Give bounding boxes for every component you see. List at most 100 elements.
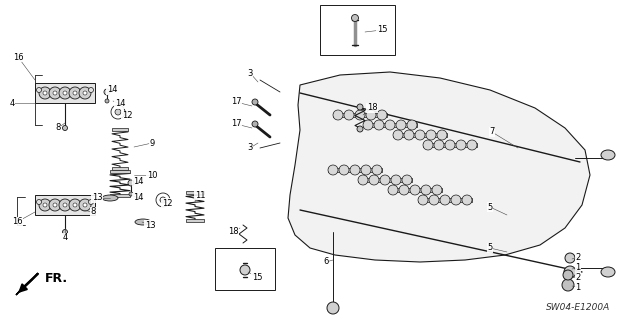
Circle shape	[43, 203, 47, 207]
Circle shape	[426, 130, 436, 140]
Circle shape	[129, 192, 133, 196]
Circle shape	[37, 199, 42, 204]
Circle shape	[372, 165, 382, 175]
Circle shape	[564, 266, 576, 278]
Text: 5: 5	[487, 203, 493, 212]
Bar	[393, 133, 447, 137]
Bar	[388, 188, 442, 192]
Text: 4: 4	[9, 99, 15, 108]
Circle shape	[39, 87, 51, 99]
Circle shape	[43, 91, 47, 95]
Circle shape	[410, 185, 420, 195]
Circle shape	[369, 175, 379, 185]
Text: 4: 4	[63, 234, 68, 243]
Circle shape	[83, 91, 87, 95]
Text: 13: 13	[92, 194, 102, 203]
Circle shape	[63, 125, 68, 131]
Bar	[186, 191, 204, 194]
Text: 18: 18	[366, 103, 378, 113]
Text: 8: 8	[55, 124, 61, 132]
Text: 7: 7	[489, 127, 495, 137]
Circle shape	[462, 195, 472, 205]
Bar	[363, 123, 417, 127]
Ellipse shape	[601, 267, 615, 277]
Circle shape	[115, 109, 121, 115]
Polygon shape	[288, 72, 590, 262]
Circle shape	[63, 203, 67, 207]
Circle shape	[240, 265, 250, 275]
Circle shape	[361, 165, 371, 175]
Text: 3: 3	[247, 143, 253, 153]
Circle shape	[358, 175, 368, 185]
Circle shape	[451, 195, 461, 205]
Text: FR.: FR.	[45, 271, 68, 284]
Circle shape	[434, 140, 444, 150]
Ellipse shape	[601, 150, 615, 160]
Text: 1: 1	[575, 263, 580, 273]
Ellipse shape	[135, 219, 151, 225]
Text: 6: 6	[323, 258, 329, 267]
Bar	[358, 178, 412, 182]
Text: SW04-E1200A: SW04-E1200A	[546, 303, 610, 313]
Circle shape	[156, 193, 170, 207]
Circle shape	[374, 120, 384, 130]
Circle shape	[429, 195, 439, 205]
Circle shape	[467, 140, 477, 150]
Circle shape	[252, 121, 258, 127]
Bar	[110, 194, 130, 197]
Text: 13: 13	[144, 220, 156, 229]
Circle shape	[423, 140, 433, 150]
Bar	[112, 128, 128, 131]
Circle shape	[399, 185, 409, 195]
Circle shape	[49, 87, 61, 99]
Circle shape	[402, 175, 412, 185]
Circle shape	[83, 203, 87, 207]
Bar	[418, 198, 472, 202]
Bar	[423, 143, 477, 147]
Circle shape	[59, 199, 71, 211]
Text: 1: 1	[575, 283, 580, 292]
Circle shape	[73, 91, 77, 95]
Circle shape	[89, 199, 94, 204]
FancyBboxPatch shape	[35, 195, 95, 215]
Circle shape	[89, 87, 94, 92]
Text: 8: 8	[91, 207, 95, 217]
Bar	[320, 5, 395, 55]
Circle shape	[104, 89, 110, 95]
Circle shape	[388, 185, 398, 195]
Circle shape	[355, 110, 365, 120]
Circle shape	[377, 110, 387, 120]
Circle shape	[128, 180, 134, 186]
Circle shape	[563, 270, 573, 280]
Circle shape	[437, 130, 447, 140]
Circle shape	[407, 120, 417, 130]
Bar	[215, 248, 275, 290]
Text: 15: 15	[252, 273, 262, 282]
Text: 14: 14	[115, 100, 125, 108]
Circle shape	[380, 175, 390, 185]
Circle shape	[328, 165, 338, 175]
Circle shape	[53, 91, 57, 95]
Circle shape	[69, 199, 81, 211]
Text: 12: 12	[122, 111, 132, 121]
Circle shape	[396, 120, 406, 130]
Circle shape	[63, 91, 67, 95]
Circle shape	[344, 110, 354, 120]
Text: 10: 10	[147, 171, 157, 180]
Circle shape	[160, 197, 166, 203]
Circle shape	[404, 130, 414, 140]
Circle shape	[415, 130, 425, 140]
Bar	[186, 219, 204, 222]
Circle shape	[366, 110, 376, 120]
Text: 14: 14	[133, 194, 143, 203]
Circle shape	[79, 87, 91, 99]
Text: 3: 3	[247, 68, 253, 77]
Circle shape	[432, 185, 442, 195]
Circle shape	[352, 14, 358, 21]
Circle shape	[63, 229, 68, 235]
Text: 15: 15	[377, 26, 388, 35]
Circle shape	[357, 104, 363, 110]
Circle shape	[391, 175, 401, 185]
Circle shape	[565, 253, 575, 263]
Circle shape	[456, 140, 466, 150]
